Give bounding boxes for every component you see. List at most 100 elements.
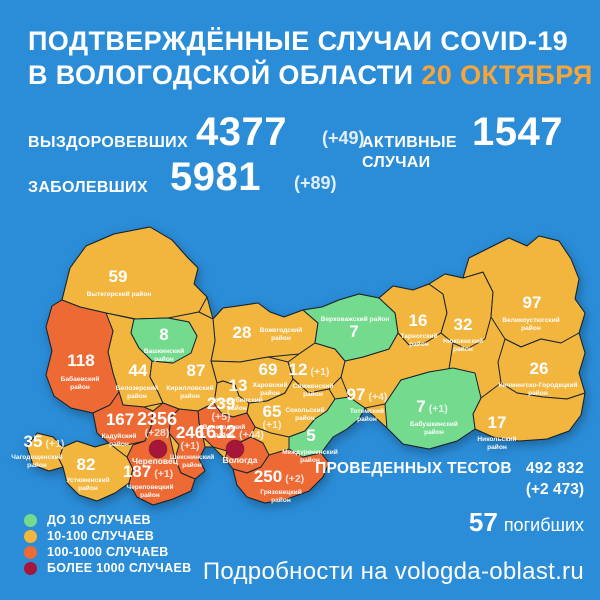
recovered-label: ВЫЗДОРОВЕВШИХ [28, 134, 188, 151]
legend: ДО 10 СЛУЧАЕВ 10-100 СЛУЧАЕВ 100-1000 СЛУЧ… [24, 512, 191, 576]
district-shape-kaduysky [92, 391, 154, 446]
district-shape-vologodsky [197, 402, 256, 452]
tests-label: ПРОВЕДЕННЫХ ТЕСТОВ [315, 460, 512, 477]
source-link[interactable]: Подробности на vologda-oblast.ru [202, 558, 584, 585]
district-value-cherepovets: 2356 [137, 409, 177, 429]
district-name-syamzhensky: Сямженский [293, 382, 334, 390]
district-delta-cherepovets: (+28) [145, 427, 170, 439]
district-value-totemsky: 97 (+4) [347, 385, 388, 404]
district-name-ustkubinsky: район [227, 404, 247, 412]
district-cherepovets: 2356(+28) Череповец [132, 409, 179, 466]
district-value-sheksninsky: 246 [176, 423, 204, 442]
district-name-kirillovsky: Кирилловский [166, 384, 213, 392]
district-name-chagodoshchensky: район [27, 461, 47, 469]
sick-delta: (+89) [294, 173, 337, 193]
district-shape-totemsky [340, 332, 454, 409]
legend-item-2: 100-1000 СЛУЧАЕВ [24, 544, 191, 560]
district-name-kharovsky: Харовский [252, 381, 287, 389]
tests-value: 492 832 [525, 460, 584, 477]
district-shape-kirillovsky [149, 311, 218, 412]
district-value-belozersky: 44 [129, 361, 148, 380]
district-name-vologodsky: район [214, 431, 234, 439]
district-name-vashkinsky: Вашкинский [144, 347, 184, 355]
district-value-kharovsky: 69 [259, 360, 278, 379]
active-label-line1: АКТИВНЫЕ [362, 134, 457, 151]
district-name-vologodsky: Вологодский [203, 423, 246, 431]
district-name-vashkinsky: район [154, 355, 174, 363]
district-shape-kichmengsko [497, 332, 586, 400]
district-name-sokolsky: район [295, 414, 315, 422]
district-shape-sheksninsky [168, 408, 206, 480]
district-value-cherepovetsky: 187 (+1) [123, 462, 173, 481]
district-name-gryazovetsky: район [271, 496, 291, 504]
district-vytegorsky: 59 Вытегорский район [87, 267, 152, 298]
district-name-cherepovets: Череповец [132, 456, 179, 466]
district-name-velikoustyugsky: Великоустюгский [502, 316, 560, 324]
page-title-line1: ПОДТВЕРЖДЁННЫЕ СЛУЧАИ COVID-19 [28, 26, 569, 56]
legend-label: БОЛЕЕ 1000 СЛУЧАЕВ [47, 561, 192, 575]
district-shape-babushkinsky [384, 367, 482, 450]
city-dot-cherepovets [148, 439, 168, 459]
district-shape-vytegorsky [61, 226, 208, 320]
district-value-chagodoshchensky: 35 (+1) [24, 432, 65, 451]
district-name-babushkinsky: Бабушкинский [410, 420, 458, 428]
district-value-kichmengsko: 26 [530, 359, 549, 378]
active-value: 1547 [472, 110, 563, 154]
district-shape-vozhegodsky [210, 302, 319, 363]
district-name-kichmengsko: район [528, 389, 548, 397]
district-name-totemsky: район [357, 415, 377, 423]
legend-item-0: ДО 10 СЛУЧАЕВ [24, 512, 191, 528]
district-value-vashkinsky: 8 [159, 325, 168, 344]
district-name-ustyuzhensky: район [78, 484, 98, 492]
recovered-value: 4377 [196, 110, 287, 154]
district-name-nikolsky: район [487, 443, 507, 451]
district-value-mezhdurechensky: 5 [306, 426, 315, 445]
district-value-sokolsky: 65 [263, 402, 282, 421]
district-shape-kharovsky [210, 356, 294, 404]
district-value-vologda: 1612 (+44) [196, 422, 264, 442]
district-shape-vologda [224, 436, 270, 474]
district-name-sokolsky: Сокольский [285, 406, 324, 414]
legend-color-dot [24, 545, 37, 559]
deaths-label: погибших [503, 515, 584, 535]
district-name-totemsky: Тотемский [350, 407, 384, 415]
district-name-cherepovetsky: район [140, 491, 160, 499]
active-label-line2: СЛУЧАИ [362, 154, 431, 171]
district-value-kaduysky: 167 [106, 410, 134, 429]
district-delta-sokolsky: (+1) [263, 419, 282, 431]
district-shape-ustyuzhensky [58, 440, 134, 502]
district-name-tarnogsky: район [409, 340, 429, 348]
district-name-chagodoshchensky: Чагодощенский [11, 453, 62, 461]
district-name-nyuksensky: район [453, 345, 473, 353]
district-value-ustyuzhensky: 82 [77, 455, 96, 474]
district-value-vytegorsky: 59 [109, 267, 128, 286]
district-shape-vashkinsky [130, 317, 198, 364]
district-shape-verkhovazhsky [302, 293, 399, 362]
district-value-ustkubinsky: 13 [229, 376, 248, 395]
district-name-vozhegodsky: Вожегодский [260, 326, 303, 334]
district-name-belozersky: район [127, 392, 147, 400]
district-shape-velikoustyugsky [462, 235, 586, 348]
district-name-kichmengsko: Кичменгско-Городецкий [499, 381, 578, 389]
city-dot-vologda [225, 439, 245, 459]
legend-color-dot [24, 561, 37, 575]
